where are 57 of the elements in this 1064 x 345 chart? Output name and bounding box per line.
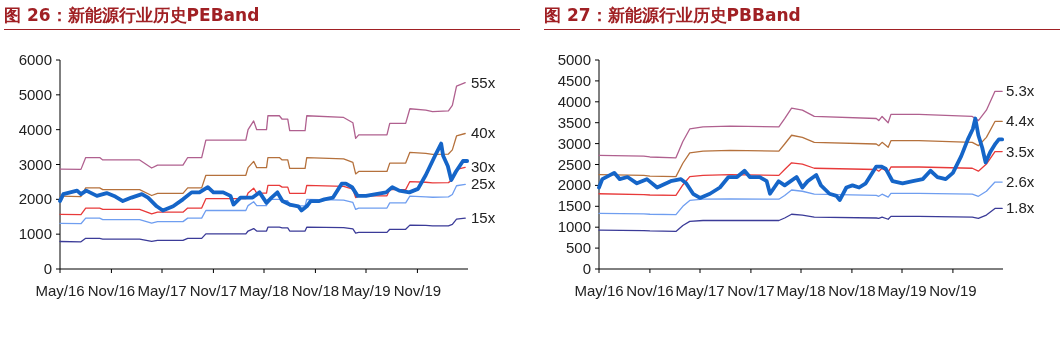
x-tick-label: May/19 (341, 282, 391, 299)
line-series (59, 132, 466, 198)
series-label: 3.5x (1006, 142, 1035, 160)
x-tick-label: Nov/18 (291, 282, 340, 299)
y-tick-label: 2000 (557, 176, 591, 194)
y-tick-label: 6000 (18, 51, 52, 68)
line-series (598, 207, 1003, 233)
series-label: 30x (471, 158, 496, 176)
x-tick-label: Nov/16 (626, 282, 674, 299)
y-tick-label: 2000 (18, 190, 52, 208)
line-series (59, 81, 466, 171)
line-series (598, 90, 1003, 159)
y-tick-label: 500 (565, 239, 591, 257)
chart-title: 图 26：新能源行业历史PEBand (4, 4, 520, 30)
line-series (58, 141, 470, 213)
y-tick-label: 1500 (557, 197, 591, 215)
y-tick-label: 4000 (557, 92, 591, 110)
x-tick-label: Nov/17 (727, 282, 775, 299)
series-label: 2.6x (1006, 173, 1035, 191)
line-series (598, 150, 1003, 197)
y-tick-label: 3500 (557, 113, 591, 131)
y-tick-label: 4000 (18, 120, 52, 138)
x-tick-label: May/18 (239, 282, 289, 299)
y-tick-label: 1000 (18, 225, 52, 243)
x-tick-label: May/16 (574, 282, 624, 299)
line-series (598, 181, 1003, 216)
x-tick-label: May/19 (877, 282, 927, 299)
x-tick-label: Nov/17 (189, 282, 238, 299)
x-tick-label: May/17 (137, 282, 187, 299)
line-series (598, 120, 1003, 178)
series-label: 25x (471, 175, 496, 193)
y-tick-label: 1000 (557, 218, 591, 236)
y-tick-label: 5000 (18, 85, 52, 103)
series-label: 55x (471, 73, 496, 91)
line-series (597, 116, 1005, 202)
chart-title: 图 27：新能源行业历史PBBand (544, 4, 1060, 30)
x-tick-label: May/16 (35, 282, 85, 299)
line-series (59, 217, 466, 243)
x-tick-label: May/18 (776, 282, 826, 299)
y-tick-label: 2500 (557, 155, 591, 173)
x-tick-label: May/17 (675, 282, 725, 299)
line-series (59, 183, 466, 225)
x-tick-label: Nov/19 (393, 282, 442, 299)
y-tick-label: 3000 (557, 134, 591, 152)
series-label: 40x (471, 124, 496, 142)
x-tick-label: Nov/16 (87, 282, 136, 299)
y-tick-label: 4500 (557, 71, 591, 89)
x-tick-label: Nov/19 (929, 282, 977, 299)
y-tick-label: 0 (582, 260, 591, 277)
y-tick-label: 5000 (557, 51, 591, 68)
y-tick-label: 0 (43, 260, 52, 277)
series-label: 4.4x (1006, 112, 1035, 130)
series-label: 1.8x (1006, 199, 1035, 217)
series-label: 5.3x (1006, 82, 1035, 100)
x-tick-label: Nov/18 (828, 282, 876, 299)
y-tick-label: 3000 (18, 155, 52, 173)
series-label: 15x (471, 209, 496, 227)
